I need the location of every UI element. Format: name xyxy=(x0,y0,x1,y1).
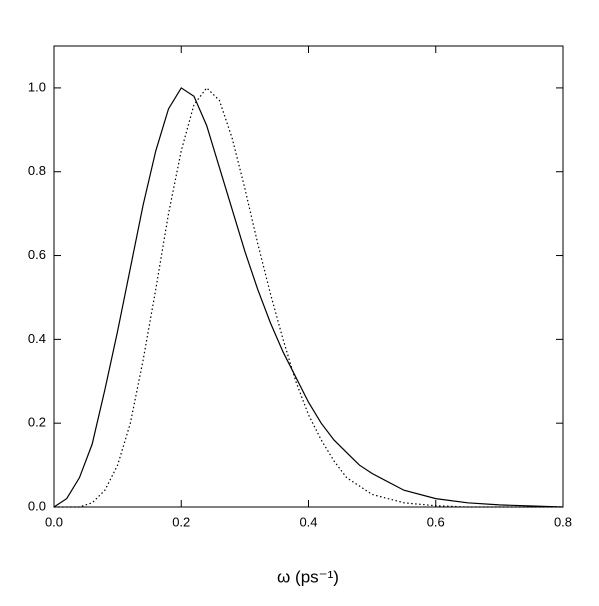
x-tick-label: 0.4 xyxy=(299,514,317,529)
y-tick-label: 0.8 xyxy=(28,163,46,178)
x-tick-label: 0.8 xyxy=(554,514,572,529)
x-axis-label: ω (ps⁻¹) xyxy=(277,567,339,586)
y-tick-label: 0.6 xyxy=(28,247,46,262)
x-tick-label: 0.2 xyxy=(172,514,190,529)
y-tick-label: 0.4 xyxy=(28,331,46,346)
x-tick-label: 0.6 xyxy=(427,514,445,529)
series-line xyxy=(53,87,564,508)
series-line xyxy=(54,87,563,508)
y-tick-label: 0.2 xyxy=(28,415,46,430)
x-tick-label: 0.0 xyxy=(45,514,63,529)
y-tick-label: 0.0 xyxy=(28,498,46,513)
y-tick-label: 1.0 xyxy=(28,79,46,94)
plot-frame xyxy=(53,45,564,508)
